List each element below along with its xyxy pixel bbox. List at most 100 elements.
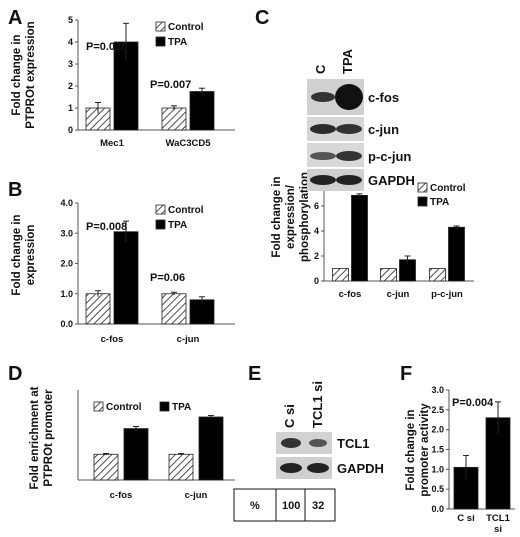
blot-c-band-gapdh-tpa (336, 175, 362, 185)
chart-b-ytick-label-3: 3.0 (60, 228, 73, 238)
blot-e: C si TCL1 si TCL1 GAPDH % 100 32 (233, 381, 384, 522)
blot-c-band-cjun-tpa (336, 124, 362, 134)
chart-b-xtick-label-1-0: c-jun (177, 334, 200, 345)
chart-b-ylabel-line-0: Fold change in (11, 214, 23, 295)
chart-c-xtick-label-1-0: c-jun (387, 289, 410, 300)
chart-f-ytick-label-1: 0.5 (431, 484, 444, 494)
blot-c-band-gapdh-c (310, 175, 336, 185)
chart-d-xtick-label-0-0: c-fos (110, 490, 133, 501)
chart-a-ytick-label-5: 5 (68, 15, 73, 25)
blot-e-band-tcl1-tcl1si (309, 439, 327, 447)
chart-a-bar-tpa-0 (113, 41, 139, 131)
chart-c-bar-tpa-0 (351, 194, 368, 282)
panel-label-f: F (400, 363, 412, 385)
chart-f-ylabel-line-0: Fold change in (405, 409, 417, 490)
chart-f-ytick-label-0: 0.0 (431, 504, 444, 514)
chart-d-bar-control-1 (168, 453, 194, 481)
chart-a-ytick-label-1: 1 (68, 103, 73, 113)
chart-f-ylabel-line-1: promoter activity (419, 403, 431, 497)
blot-e-strip-gapdh (276, 457, 332, 479)
chart-c-ytick-label-3: 6 (314, 201, 319, 211)
blot-c-row-gapdh: GAPDH (368, 173, 415, 188)
chart-a-legend-label-1: TPA (168, 37, 187, 48)
chart-c-bar-control-0 (332, 268, 349, 282)
blot-c-band-pcjun-c (310, 152, 336, 160)
chart-d-bar-tpa-1 (198, 416, 224, 481)
chart-b-annotation-1: P=0.06 (150, 272, 185, 284)
chart-a-bar-tpa-1 (189, 91, 215, 131)
chart-d-bar-tpa-0 (123, 428, 149, 481)
chart-c-xtick-label-2-0: p-c-jun (431, 289, 463, 300)
chart-f-ytick-label-3: 1.5 (431, 445, 444, 455)
chart-f-xtick-label-1-0: TCL1 (486, 513, 510, 524)
chart-a-bar-control-1 (161, 107, 187, 131)
blot-c-lane-tpa: TPA (340, 48, 355, 74)
chart-b-annotation-0: P=0.008 (86, 221, 127, 233)
chart-c-ylabel-line-0: Fold change in (271, 176, 283, 257)
chart-d-legend-swatch-1 (159, 401, 170, 412)
chart-a-ytick-label-0: 0 (68, 125, 73, 135)
panel-label-d: D (8, 363, 22, 385)
chart-c-legend-label-0: Control (430, 183, 466, 194)
chart-c-legend-swatch-1 (417, 196, 428, 207)
chart-d-bar-control-0 (93, 453, 119, 481)
chart-f-xtick-label-0-0: C si (457, 513, 474, 524)
chart-b-bar-tpa-0 (113, 231, 139, 325)
chart-a-xtick-label-0-0: Mec1 (100, 138, 124, 149)
chart-a-legend-swatch-1 (155, 36, 166, 47)
chart-b-legend-swatch-1 (155, 219, 166, 230)
blot-e-lane-tcl1si: TCL1 si (310, 381, 325, 428)
chart-c-bar-control-2 (429, 268, 446, 282)
chart-d-legend-swatch-0 (93, 401, 104, 412)
chart-b-bar-control-0 (85, 293, 111, 325)
blot-e-lane-csi: C si (282, 404, 297, 428)
chart-d: Fold enrichment at PTPROt promoter c-fos c-… (29, 386, 235, 501)
blot-e-band-tcl1-csi (281, 438, 301, 448)
blot-c-row-cfos: c-fos (368, 90, 399, 105)
chart-c-legend-label-1: TPA (430, 197, 449, 208)
chart-d-legend-label-0: Control (106, 402, 142, 413)
chart-c-bar-tpa-2 (448, 226, 465, 282)
chart-c-ylabel-line-2: phosphorylation (299, 172, 311, 262)
chart-b-bar-tpa-1 (189, 299, 215, 325)
chart-d-ylabel-line-1: PTPROt promoter (43, 389, 55, 487)
panel-label-b: B (8, 179, 22, 201)
blot-c-band-pcjun-tpa (336, 151, 362, 161)
chart-b-bar-control-1 (161, 293, 187, 325)
chart-f-ytick-label-2: 1.0 (431, 464, 444, 474)
chart-a-xtick-label-1-0: WaC3CD5 (165, 138, 211, 149)
chart-b-ytick-label-2: 2.0 (60, 259, 73, 269)
blot-c-lane-c: C (313, 64, 328, 74)
blot-c-row-cjun: c-jun (368, 122, 399, 137)
chart-a-legend-label-0: Control (168, 22, 204, 33)
chart-b-xtick-label-0-0: c-fos (101, 334, 124, 345)
panel-label-a: A (8, 7, 22, 29)
chart-c-xtick-label-0-0: c-fos (339, 289, 362, 300)
chart-a-ytick-label-3: 3 (68, 59, 73, 69)
chart-f: 0.0 0.5 1.0 1.5 2.0 2.5 3.0 Fold change in promo… (405, 385, 515, 535)
chart-c-ylabel-line-1: expression/ (285, 184, 297, 249)
chart-f-ytick-label-4: 2.0 (431, 425, 444, 435)
blot-e-row-tcl1: TCL1 (337, 436, 370, 451)
blot-c-band-cfos-c (311, 92, 335, 102)
blot-e-pct-tcl1si: 32 (312, 500, 324, 512)
blot-e-band-gapdh-tcl1si (307, 463, 329, 473)
chart-d-legend-label-1: TPA (172, 402, 191, 413)
chart-c: 02468Fold change inexpression/phosphoryl… (271, 172, 474, 300)
chart-b: 0.0 1.0 2.0 3.0 4.0 Fold change in expression c… (11, 198, 235, 345)
chart-f-ytick-label-6: 3.0 (431, 385, 444, 395)
chart-b-ytick-label-0: 0.0 (60, 319, 73, 329)
chart-c-ytick-label-0: 0 (314, 276, 319, 286)
chart-c-ytick-label-1: 2 (314, 251, 319, 261)
chart-d-ylabel-line-0: Fold enrichment at (29, 386, 41, 489)
blot-e-pct-label: % (250, 500, 260, 512)
chart-b-legend-label-0: Control (168, 205, 204, 216)
blot-c-band-cfos-tpa (335, 84, 363, 110)
panel-label-c: C (255, 7, 269, 29)
panel-label-e: E (248, 363, 261, 385)
chart-b-legend-label-1: TPA (168, 220, 187, 231)
blot-e-band-gapdh-csi (280, 463, 302, 473)
chart-d-xtick-label-1-0: c-jun (185, 490, 208, 501)
blot-e-strip-tcl1 (276, 432, 332, 454)
